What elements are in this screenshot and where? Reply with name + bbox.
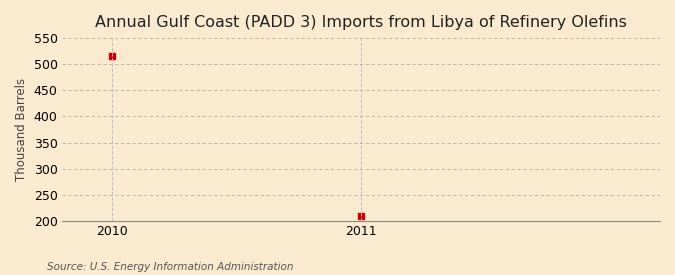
- Y-axis label: Thousand Barrels: Thousand Barrels: [15, 78, 28, 181]
- Title: Annual Gulf Coast (PADD 3) Imports from Libya of Refinery Olefins: Annual Gulf Coast (PADD 3) Imports from …: [95, 15, 627, 30]
- Text: Source: U.S. Energy Information Administration: Source: U.S. Energy Information Administ…: [47, 262, 294, 271]
